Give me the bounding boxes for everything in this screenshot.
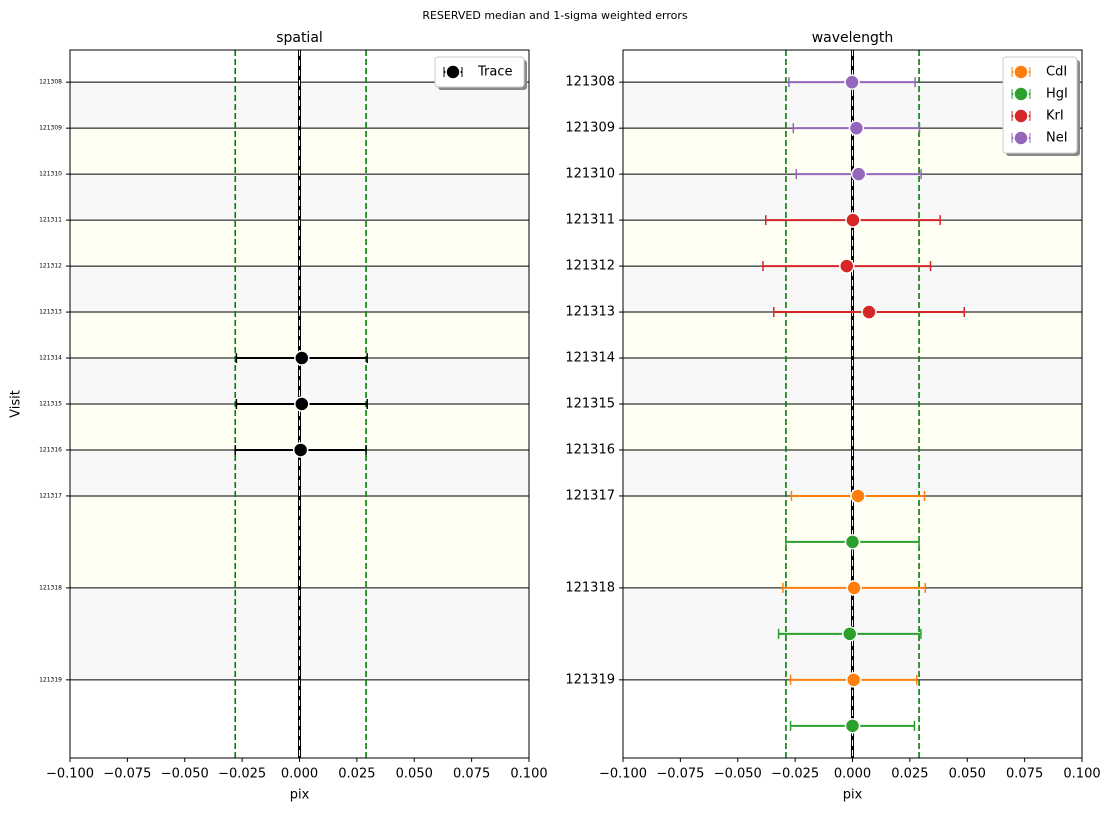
marker: [845, 672, 862, 688]
y-tick-label: 121317: [565, 488, 615, 503]
legend: Trace: [434, 56, 527, 90]
y-tick-label: 121315: [565, 397, 615, 412]
x-tick-label: 0.025: [891, 767, 928, 782]
legend-marker: [1013, 130, 1029, 146]
x-tick-label: −0.075: [656, 767, 704, 782]
y-tick-label: 121312: [39, 263, 62, 270]
x-axis-label: pix: [290, 788, 310, 803]
y-tick-label: 121319: [565, 672, 615, 687]
marker: [294, 350, 310, 366]
y-tick-label: 121316: [565, 442, 615, 457]
legend-marker: [1013, 64, 1029, 80]
marker: [844, 534, 861, 550]
y-axis-label: Visit: [9, 390, 24, 418]
axes-title: spatial: [276, 30, 323, 46]
marker: [841, 626, 858, 642]
y-tick-label: 121315: [39, 401, 62, 408]
marker: [850, 488, 866, 504]
x-tick-label: −0.025: [218, 767, 266, 782]
legend-label: HgI: [1046, 87, 1068, 102]
y-tick-label: 121314: [565, 351, 615, 366]
legend-marker: [1013, 86, 1029, 102]
legend-marker: [1013, 108, 1029, 124]
x-tick-label: −0.100: [46, 767, 94, 782]
marker: [861, 304, 877, 320]
legend-marker: [445, 64, 461, 80]
x-tick-label: 0.025: [338, 767, 375, 782]
marker: [844, 74, 860, 90]
marker: [850, 166, 867, 182]
y-tick-label: 121309: [39, 125, 62, 132]
y-tick-label: 121310: [39, 171, 62, 178]
y-tick-label: 121319: [39, 676, 62, 683]
marker: [848, 120, 865, 136]
y-tick-label: 121310: [565, 167, 615, 182]
legend-box: [1002, 56, 1078, 154]
marker: [845, 212, 861, 228]
x-tick-label: 0.100: [1063, 767, 1100, 782]
x-tick-label: −0.075: [103, 767, 151, 782]
y-tick-label: 121311: [565, 213, 615, 228]
x-tick-label: 0.100: [510, 767, 547, 782]
x-tick-label: −0.050: [714, 767, 762, 782]
y-tick-label: 121308: [565, 75, 615, 90]
legend-box: [434, 56, 525, 88]
legend-label: KrI: [1046, 109, 1064, 124]
y-tick-label: 121313: [565, 305, 615, 320]
y-tick-label: 121318: [39, 584, 62, 591]
x-tick-label: 0.050: [949, 767, 986, 782]
x-tick-label: −0.100: [599, 767, 647, 782]
marker: [292, 442, 309, 458]
marker: [844, 718, 861, 734]
x-tick-label: −0.025: [771, 767, 819, 782]
legend: CdI HgI KrI NeI: [1002, 56, 1080, 156]
marker: [839, 258, 855, 274]
y-tick-label: 121313: [39, 309, 62, 316]
x-tick-label: 0.000: [281, 767, 318, 782]
legend-label: NeI: [1046, 131, 1068, 146]
y-tick-label: 121312: [565, 259, 615, 274]
legend-label: Trace: [477, 65, 513, 80]
axes-title: wavelength: [812, 30, 894, 46]
x-axis-label: pix: [843, 788, 863, 803]
marker: [294, 396, 310, 412]
suptitle: RESERVED median and 1-sigma weighted err…: [422, 9, 688, 22]
legend-label: CdI: [1046, 65, 1067, 80]
x-tick-label: 0.075: [453, 767, 490, 782]
y-tick-label: 121308: [39, 79, 62, 86]
y-tick-label: 121314: [39, 355, 62, 362]
y-tick-label: 121311: [39, 217, 62, 224]
x-tick-label: −0.050: [161, 767, 209, 782]
y-tick-label: 121317: [39, 492, 62, 499]
marker: [846, 580, 862, 596]
x-tick-label: 0.000: [834, 767, 871, 782]
y-tick-label: 121309: [565, 121, 615, 136]
y-tick-label: 121316: [39, 446, 62, 453]
x-tick-label: 0.050: [396, 767, 433, 782]
y-tick-label: 121318: [565, 580, 615, 595]
x-tick-label: 0.075: [1006, 767, 1043, 782]
